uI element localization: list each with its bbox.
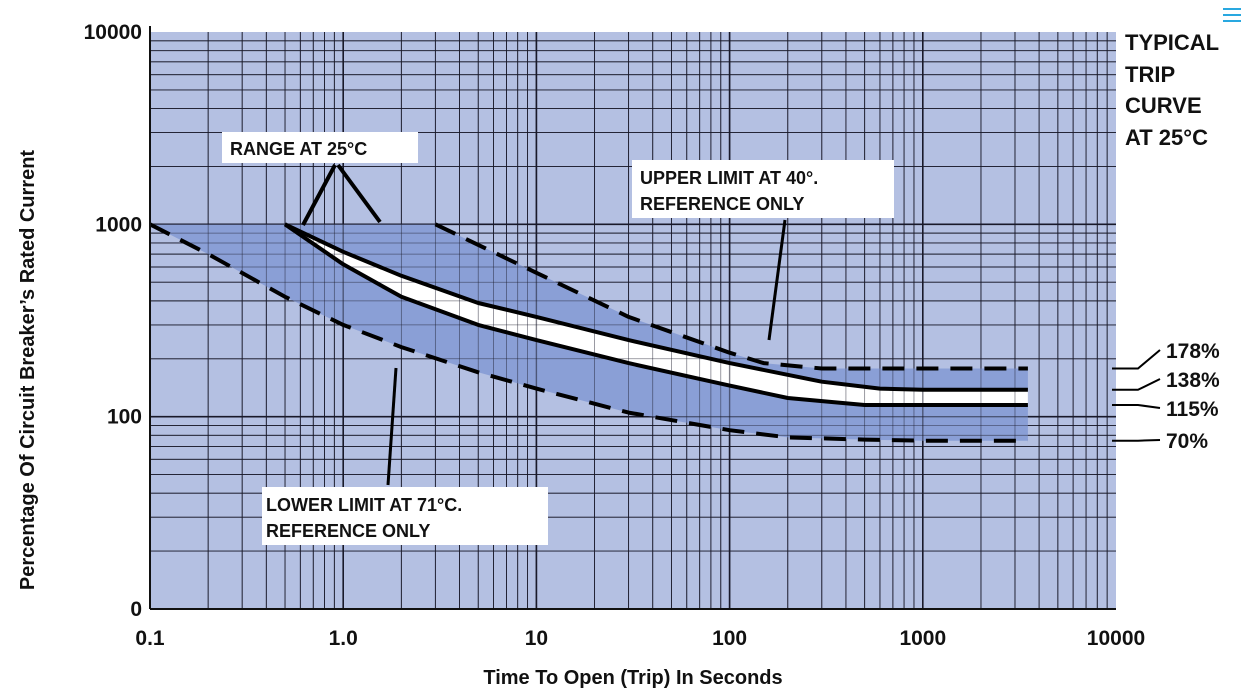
y-tick-label: 100 bbox=[107, 406, 142, 429]
x-tick-label: 10000 bbox=[1087, 627, 1145, 650]
annotation-lower-text-2: REFERENCE ONLY bbox=[266, 521, 430, 541]
end-label-leader bbox=[1112, 404, 1161, 409]
series-line-3 bbox=[283, 222, 1028, 407]
end-label-leader bbox=[1112, 439, 1161, 442]
axes bbox=[149, 26, 1116, 610]
y-tick-label: 1000 bbox=[95, 213, 142, 236]
x-tick-label: 1.0 bbox=[329, 627, 358, 650]
x-tick-label: 100 bbox=[712, 627, 747, 650]
end-label: 70% bbox=[1166, 430, 1208, 453]
annotation-upper-text-1: UPPER LIMIT AT 40°. bbox=[640, 168, 818, 188]
end-label: 115% bbox=[1166, 398, 1219, 421]
title-line-4: AT 25°C bbox=[1125, 125, 1208, 150]
annotation-lower: LOWER LIMIT AT 71°C. REFERENCE ONLY bbox=[262, 367, 548, 545]
title-line-1: TYPICAL bbox=[1125, 30, 1219, 55]
annotation-range: RANGE AT 25°C bbox=[222, 132, 418, 226]
annotation-lower-text-1: LOWER LIMIT AT 71°C. bbox=[266, 495, 462, 515]
upper-band bbox=[285, 224, 1028, 390]
end-label: 138% bbox=[1166, 369, 1220, 392]
series-line-4 bbox=[149, 222, 1028, 443]
annotation-range-leader-2 bbox=[336, 163, 382, 224]
annotation-lower-box bbox=[262, 487, 548, 545]
end-labels: 178% 138% 115% 70% bbox=[1112, 340, 1220, 453]
x-tick-label: 10 bbox=[525, 627, 548, 650]
series-line-2 bbox=[284, 222, 1028, 392]
y-axis-label: Percentage Of Circuit Breaker’s Rated Cu… bbox=[17, 150, 39, 590]
menu-icon[interactable] bbox=[1223, 8, 1241, 22]
annotation-upper-text-2: REFERENCE ONLY bbox=[640, 194, 804, 214]
annotation-upper: UPPER LIMIT AT 40°. REFERENCE ONLY bbox=[632, 160, 894, 341]
title-line-3: CURVE bbox=[1125, 93, 1202, 118]
tick-labels: 0.1 1.0 10 100 1000 10000 0 100 1000 10000 bbox=[84, 21, 1146, 650]
y-tick-label: 0 bbox=[130, 598, 142, 621]
x-tick-label: 1000 bbox=[899, 627, 946, 650]
x-tick-label: 0.1 bbox=[135, 627, 165, 650]
annotation-range-leader-1 bbox=[301, 164, 337, 226]
series-group bbox=[149, 222, 1028, 443]
annotation-range-text: RANGE AT 25°C bbox=[230, 139, 367, 159]
end-label: 178% bbox=[1166, 340, 1220, 363]
annotation-lower-leader bbox=[386, 367, 398, 486]
title-block: TYPICAL TRIP CURVE AT 25°C bbox=[1125, 30, 1219, 150]
annotation-range-box bbox=[222, 132, 418, 163]
y-tick-label: 10000 bbox=[84, 21, 142, 44]
title-line-2: TRIP bbox=[1125, 62, 1175, 87]
annotation-upper-box bbox=[632, 160, 894, 218]
end-label-leader bbox=[1112, 378, 1161, 391]
end-label-leader bbox=[1112, 349, 1161, 370]
x-axis-label: Time To Open (Trip) In Seconds bbox=[483, 667, 782, 689]
annotation-upper-leader bbox=[767, 219, 787, 341]
